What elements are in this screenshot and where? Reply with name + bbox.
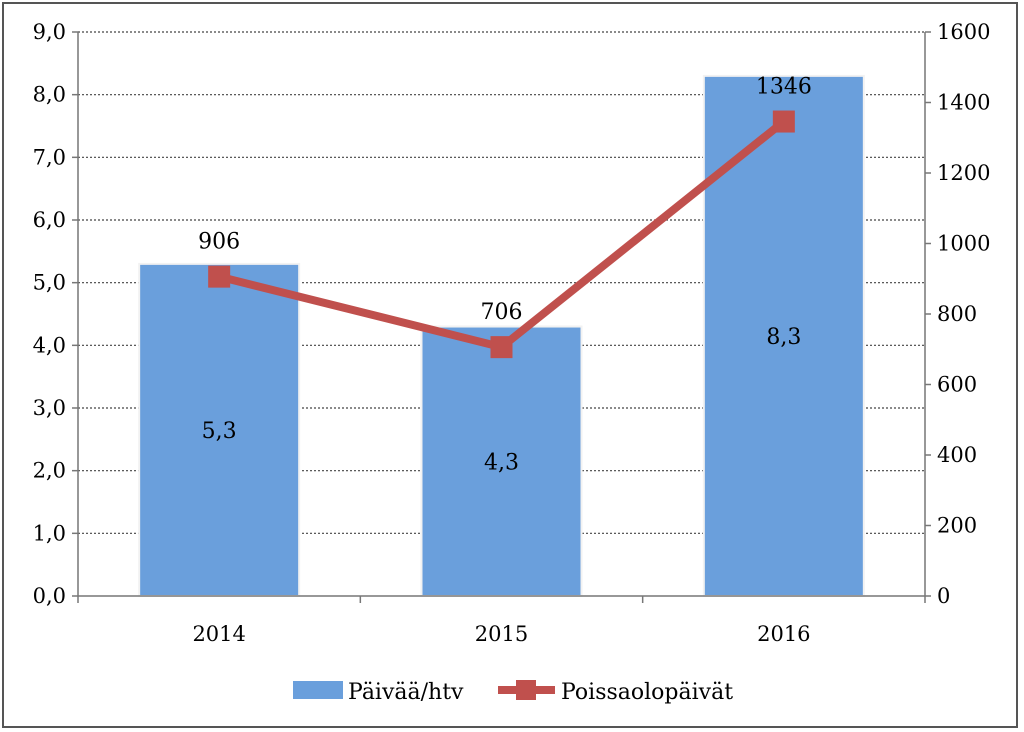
line-marker [208,265,231,288]
y-tick-label-right: 600 [937,373,977,397]
bar-data-label: 5,3 [202,419,237,444]
legend: Päivää/htv Poissaolopäivät [293,680,733,705]
x-tick-label: 2015 [475,622,528,646]
y-tick-label-right: 1400 [937,91,990,115]
y-tick-label-right: 0 [937,584,950,608]
y-tick-label-right: 200 [937,514,977,538]
x-tick-label: 2016 [757,622,810,646]
legend-label-line: Poissaolopäivät [561,680,733,705]
bar [138,262,301,597]
y-tick-label-right: 400 [937,443,977,467]
label-layer: 5,3 4,3 8,3 906 706 1346 [198,75,812,476]
y-tick-label-left: 2,0 [33,459,66,483]
axis-layer: 0,0 1,0 2,0 3,0 4,0 5,0 6,0 7,0 8,0 9,0 0 200 400 600… [33,20,991,646]
line-data-label: 1346 [756,75,812,100]
y-tick-label-right: 1600 [937,20,990,44]
y-tick-label-right: 1000 [937,232,990,256]
bar-data-label: 4,3 [484,450,519,475]
y-tick-label-left: 5,0 [33,271,66,295]
y-tick-label-left: 7,0 [33,145,66,169]
y-tick-label-left: 0,0 [33,584,66,608]
y-tick-label-left: 4,0 [33,333,66,357]
y-tick-label-left: 1,0 [33,521,66,545]
legend-label-bar: Päivää/htv [348,680,464,705]
line-marker [490,336,513,359]
legend-swatch-bar [293,681,343,699]
bar-layer [138,74,865,598]
line-data-label: 706 [481,300,523,325]
bar [420,325,583,597]
line-marker [772,110,795,133]
line-layer [208,110,795,359]
y-tick-label-left: 6,0 [33,208,66,232]
line-data-label: 906 [198,230,240,255]
y-tick-label-left: 9,0 [33,20,66,44]
x-tick-label: 2014 [192,622,245,646]
y-tick-label-right: 1200 [937,161,990,185]
bar-data-label: 8,3 [766,325,801,350]
legend-marker [516,680,536,700]
y-tick-label-left: 3,0 [33,396,66,420]
bar [702,74,865,598]
y-tick-label-left: 8,0 [33,83,66,107]
y-tick-label-right: 800 [937,302,977,326]
